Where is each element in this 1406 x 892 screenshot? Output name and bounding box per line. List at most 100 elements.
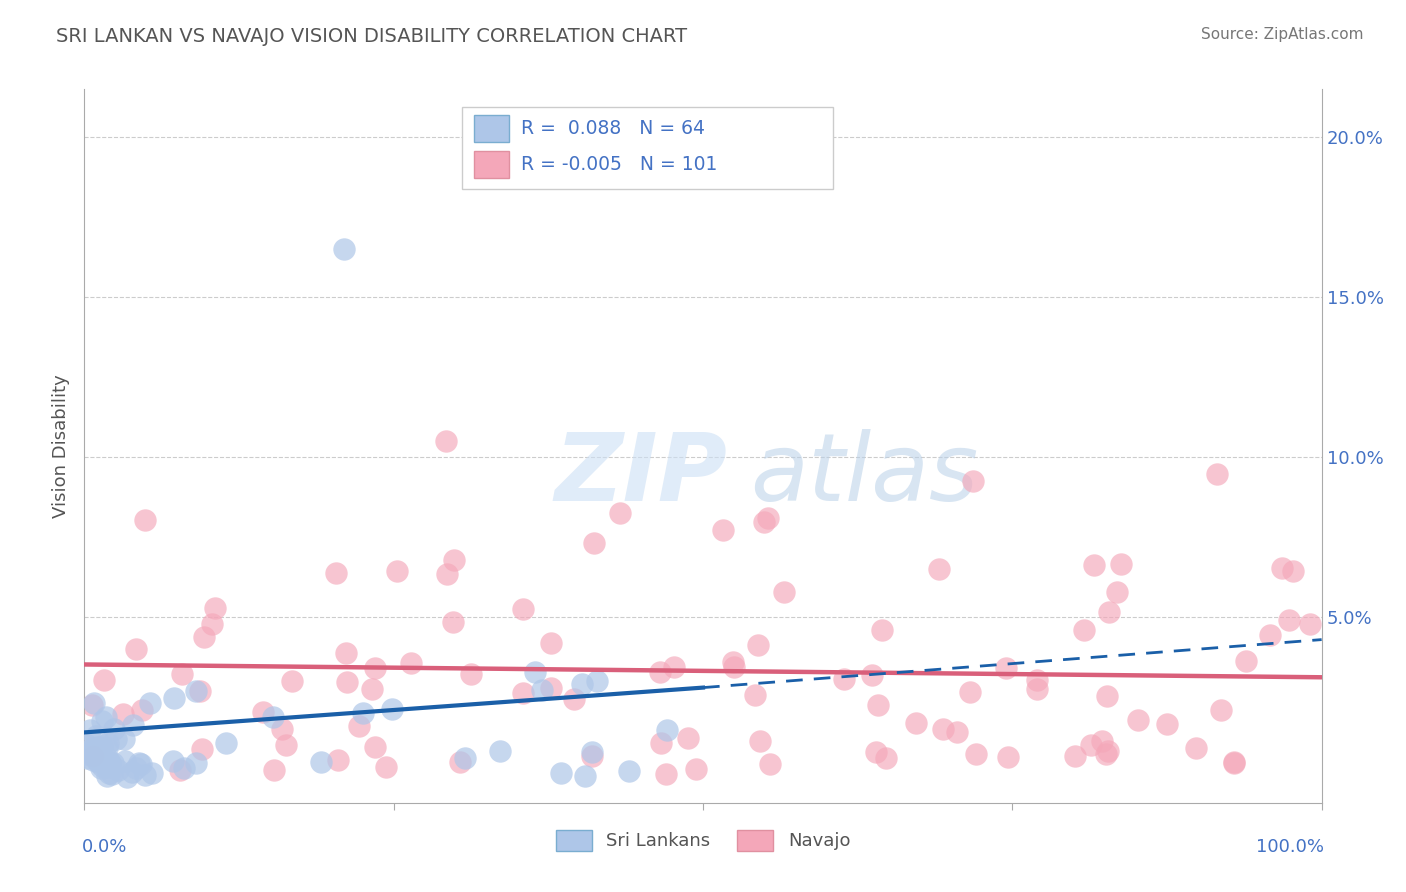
Point (460, 666, 482, 681)
Legend: Sri Lankans, Navajo: Sri Lankans, Navajo (548, 822, 858, 858)
Point (87, 755, 110, 769)
Point (90, 761, 112, 775)
Point (1097, 744, 1119, 758)
Point (454, 751, 477, 765)
Point (173, 761, 195, 775)
Point (1209, 703, 1232, 717)
Point (352, 706, 374, 720)
Point (276, 739, 298, 753)
Point (115, 770, 138, 784)
Point (328, 753, 350, 767)
Point (662, 660, 685, 674)
Point (90, 759, 112, 773)
Point (76, 738, 98, 752)
Point (1107, 585, 1129, 599)
Point (436, 567, 458, 582)
Point (83, 696, 105, 710)
Point (94, 709, 117, 723)
Point (756, 510, 779, 524)
Point (91, 739, 114, 753)
Point (97, 760, 120, 774)
FancyBboxPatch shape (474, 151, 509, 178)
Point (193, 630, 215, 644)
Point (752, 515, 775, 529)
Point (655, 767, 678, 781)
Point (271, 723, 294, 737)
Point (832, 672, 855, 686)
Point (79, 723, 101, 737)
Point (184, 684, 207, 698)
Point (114, 754, 136, 768)
Point (309, 756, 332, 770)
Point (186, 756, 208, 770)
Point (609, 506, 631, 520)
Point (1185, 740, 1208, 755)
Point (1091, 733, 1114, 747)
Point (98, 766, 121, 780)
Point (650, 736, 672, 750)
Point (512, 686, 534, 700)
Point (1026, 673, 1049, 688)
Text: ZIP: ZIP (554, 428, 727, 521)
Point (201, 616, 224, 631)
Point (1156, 716, 1178, 731)
Point (744, 688, 766, 702)
Point (868, 698, 890, 713)
Point (443, 553, 465, 567)
Point (581, 749, 603, 764)
Point (759, 757, 782, 772)
Point (441, 615, 464, 629)
Point (347, 719, 370, 733)
Point (96, 751, 118, 765)
Point (381, 702, 404, 716)
Point (1278, 613, 1301, 627)
Text: Source: ZipAtlas.com: Source: ZipAtlas.com (1201, 27, 1364, 42)
Point (76, 744, 98, 758)
Point (361, 681, 384, 696)
Text: SRI LANKAN VS NAVAJO VISION DISABILITY CORRELATION CHART: SRI LANKAN VS NAVAJO VISION DISABILITY C… (56, 27, 688, 45)
Point (540, 681, 562, 695)
Point (93, 673, 115, 688)
Point (994, 661, 1017, 675)
Text: atlas: atlas (749, 429, 979, 520)
Point (1095, 689, 1118, 703)
Point (98, 756, 121, 771)
Point (540, 636, 562, 650)
Point (1281, 564, 1303, 578)
Point (112, 731, 135, 746)
Point (449, 755, 471, 769)
Point (905, 716, 928, 731)
Point (650, 665, 672, 680)
Point (585, 674, 607, 689)
Point (101, 756, 124, 771)
Point (582, 536, 605, 550)
Point (747, 638, 769, 652)
Point (962, 474, 984, 488)
Point (86, 739, 108, 754)
Point (434, 434, 457, 449)
Point (75, 747, 97, 762)
Point (263, 763, 285, 777)
Point (122, 718, 145, 732)
Point (1094, 747, 1116, 761)
Point (550, 766, 572, 780)
Point (125, 761, 148, 775)
Point (131, 703, 153, 717)
Point (125, 642, 148, 657)
Point (191, 742, 214, 756)
Point (721, 655, 744, 669)
Point (112, 706, 135, 721)
Point (524, 665, 547, 679)
Point (82, 698, 104, 712)
Text: R = -0.005   N = 101: R = -0.005 N = 101 (522, 154, 717, 174)
Point (1073, 623, 1095, 637)
Point (489, 744, 512, 758)
Point (928, 562, 950, 576)
Point (84, 751, 107, 765)
Text: R =  0.088   N = 64: R = 0.088 N = 64 (522, 119, 706, 138)
Point (997, 750, 1019, 764)
Point (959, 684, 981, 698)
Point (685, 762, 707, 776)
Point (134, 768, 156, 782)
Point (1299, 617, 1322, 632)
